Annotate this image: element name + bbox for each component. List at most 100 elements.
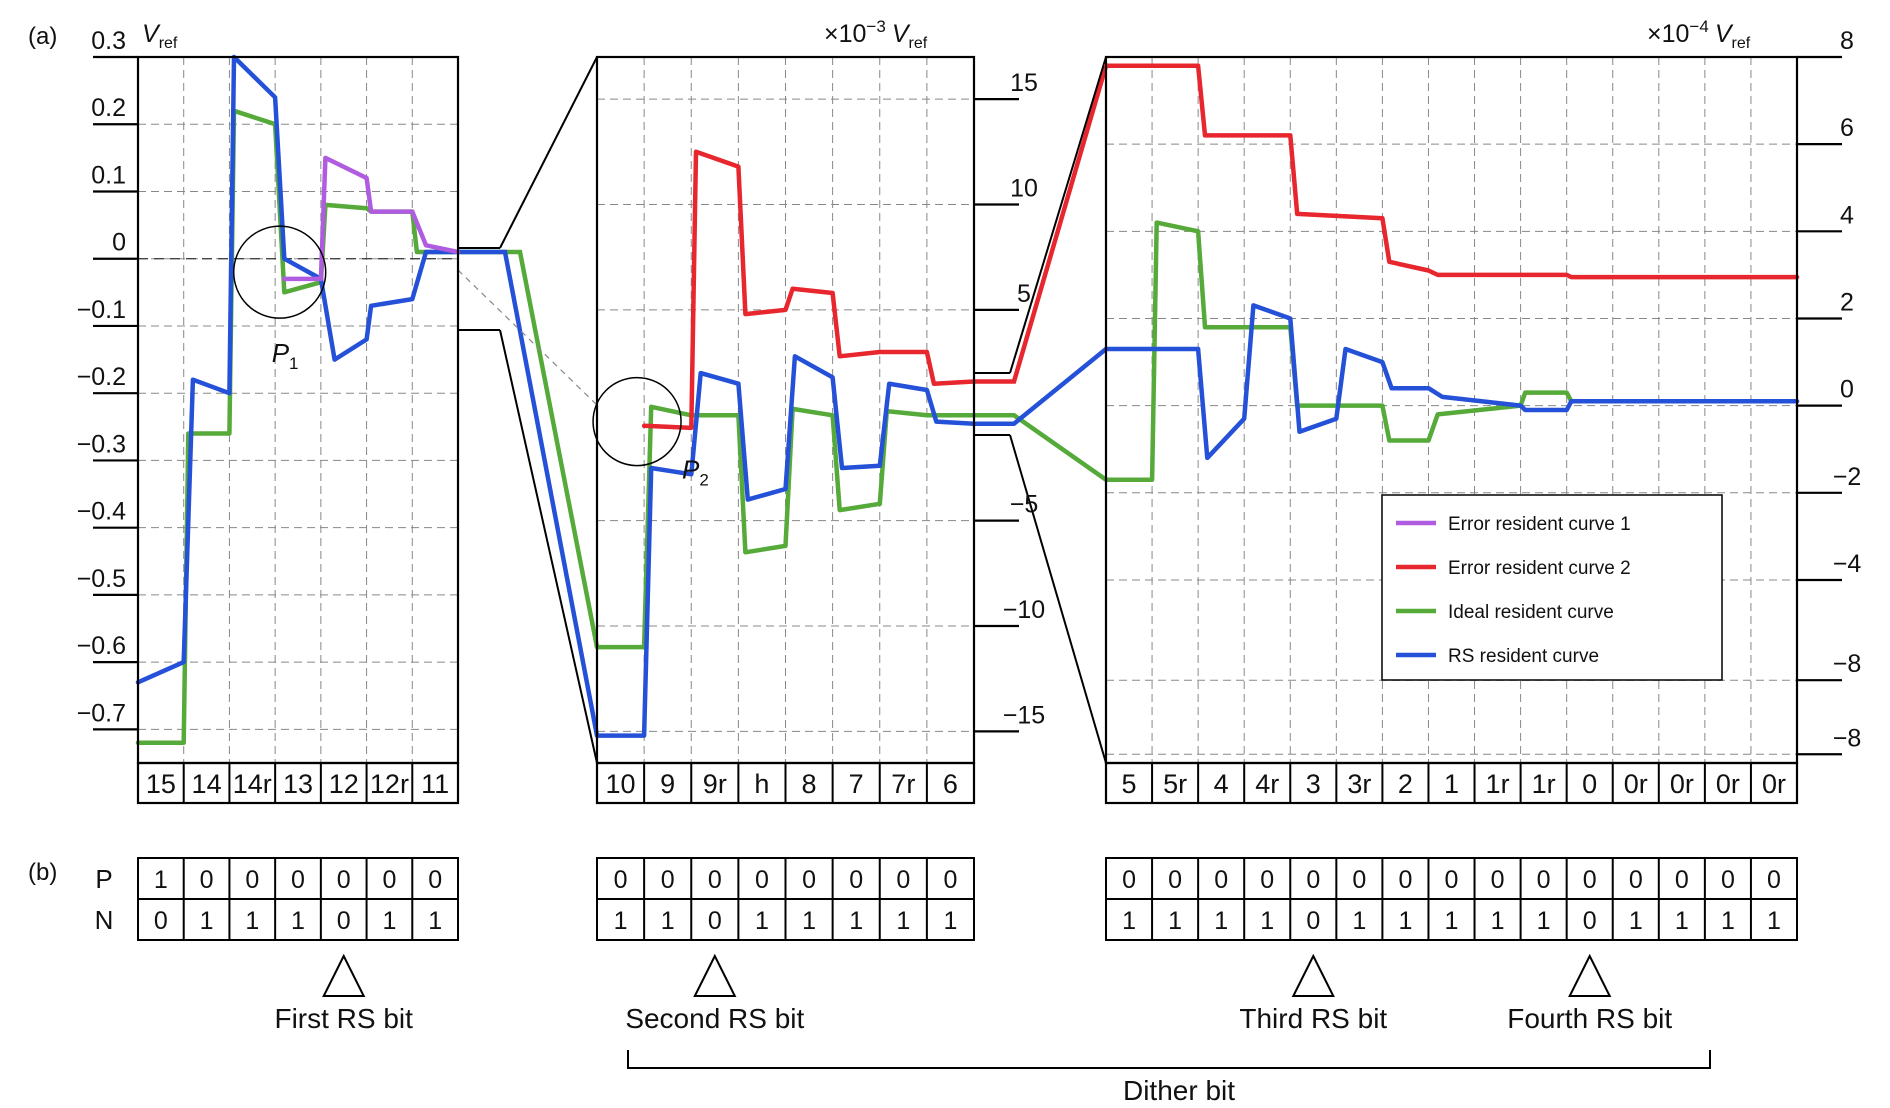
category-label: 1r bbox=[1532, 769, 1556, 799]
rs-bit-marker-triangle bbox=[1291, 953, 1335, 997]
legend-label: RS resident curve bbox=[1448, 646, 1599, 667]
bit-cell-n: 1 bbox=[661, 907, 675, 935]
bit-cell-n: 1 bbox=[1537, 907, 1551, 935]
annotation-circle bbox=[592, 376, 682, 467]
bit-cell-p: 0 bbox=[382, 866, 396, 894]
y-tick-label: −0.5 bbox=[77, 565, 126, 593]
axis-unit-label: Vref bbox=[142, 20, 178, 52]
bit-cell-p: 0 bbox=[1168, 866, 1182, 894]
bit-cell-n: 1 bbox=[428, 907, 442, 935]
bit-cell-n: 1 bbox=[382, 907, 396, 935]
bit-group-3: 0 0 0 0 0 0 0 0 0 0 0 0 0 0 0 1 1 1 1 0 1 1 1 1 1 0 1 1 1 1 bbox=[1105, 857, 1798, 941]
bit-cell-p: 0 bbox=[1721, 866, 1735, 894]
category-label: 12 bbox=[329, 769, 359, 799]
zoom-line bbox=[1009, 434, 1107, 764]
category-label: 9r bbox=[703, 769, 727, 799]
row-label-n: N bbox=[95, 905, 114, 935]
category-label: 7r bbox=[891, 769, 915, 799]
category-row bbox=[136, 761, 460, 805]
bit-cell-p: 0 bbox=[1260, 866, 1274, 894]
bit-cell-p: 0 bbox=[291, 866, 305, 894]
legend-label: Error resident curve 2 bbox=[1448, 558, 1631, 579]
bit-cell-n: 1 bbox=[1122, 907, 1136, 935]
series-line bbox=[641, 149, 977, 431]
y-tick-label: −15 bbox=[1003, 701, 1045, 729]
panel-label-a: (a) bbox=[28, 23, 57, 50]
bit-cell-p: 0 bbox=[849, 866, 863, 894]
bit-cell-n: 0 bbox=[337, 907, 351, 935]
series-line bbox=[1103, 220, 1800, 482]
bit-cell-n: 1 bbox=[245, 907, 259, 935]
category-label: 15 bbox=[146, 769, 176, 799]
y-tick-label: −0.1 bbox=[77, 296, 126, 324]
axis-unit-label: ×10−3 Vref bbox=[824, 17, 928, 52]
rs-bit-marker-triangle bbox=[693, 953, 737, 997]
bit-cell-p: 0 bbox=[943, 866, 957, 894]
legend: Error resident curve 1 Error resident cur… bbox=[1381, 494, 1723, 681]
category-label: 4r bbox=[1255, 769, 1279, 799]
bit-group-1: 1 0 0 0 0 0 0 0 1 1 1 0 1 1 bbox=[137, 857, 459, 941]
bit-cell-n: 1 bbox=[1260, 907, 1274, 935]
category-label: 10 bbox=[606, 769, 636, 799]
zoom-connectors bbox=[457, 56, 1109, 764]
rs-bit-marker-label: Third RS bit bbox=[1239, 1003, 1387, 1034]
bit-cell-p: 0 bbox=[708, 866, 722, 894]
bit-cell-n: 0 bbox=[1583, 907, 1597, 935]
series-line bbox=[594, 354, 977, 738]
rs-bit-marker-triangle bbox=[322, 953, 366, 997]
bit-cell-p: 0 bbox=[428, 866, 442, 894]
category-label: 1r bbox=[1486, 769, 1510, 799]
bit-cell-n: 1 bbox=[1629, 907, 1643, 935]
bit-cell-p: 0 bbox=[1122, 866, 1136, 894]
gap-connector bbox=[458, 249, 600, 737]
bit-cell-n: 1 bbox=[1721, 907, 1735, 935]
bit-cell-p: 0 bbox=[1675, 866, 1689, 894]
bit-cell-p: 0 bbox=[614, 866, 628, 894]
category-label: 13 bbox=[283, 769, 313, 799]
chart-panel-1: 0.3 0.2 0.1 0 −0.1 −0.2 −0.3 −0.4 −0.5 −0.6 −0.7 Vr… bbox=[77, 20, 461, 805]
zoom-line bbox=[1009, 56, 1107, 374]
bit-cell-p: 0 bbox=[1583, 866, 1597, 894]
category-label: 12r bbox=[370, 769, 409, 799]
category-label: 0r bbox=[1624, 769, 1648, 799]
rs-bit-marker-label: Fourth RS bit bbox=[1507, 1003, 1672, 1034]
category-label: 0r bbox=[1762, 769, 1786, 799]
bit-cell-p: 0 bbox=[1306, 866, 1320, 894]
bit-cell-n: 1 bbox=[614, 907, 628, 935]
rs-bit-marker-label: First RS bit bbox=[274, 1003, 413, 1034]
category-label: 9 bbox=[660, 769, 675, 799]
series-line bbox=[1103, 63, 1800, 280]
bit-cell-n: 0 bbox=[1306, 907, 1320, 935]
category-label: 5r bbox=[1163, 769, 1187, 799]
y-tick-label: 6 bbox=[1840, 114, 1854, 142]
category-label: 6 bbox=[943, 769, 958, 799]
y-tick-label: 4 bbox=[1840, 201, 1854, 229]
category-label: 1 bbox=[1444, 769, 1459, 799]
bit-cell-p: 0 bbox=[1445, 866, 1459, 894]
chart-panel-2: 15 10 5 −5 −10 −15 ×10−3 Vref 10 9 9r h 8 7 7r 6 P2 bbox=[592, 17, 1045, 805]
zoom-line bbox=[499, 329, 598, 764]
category-label: 14 bbox=[192, 769, 222, 799]
bit-cell-n: 1 bbox=[755, 907, 769, 935]
bit-cell-p: 0 bbox=[1629, 866, 1643, 894]
category-label: 3 bbox=[1306, 769, 1321, 799]
y-tick-label: −2 bbox=[1833, 463, 1862, 491]
y-tick-label: −10 bbox=[1003, 596, 1045, 624]
category-label: 4 bbox=[1214, 769, 1229, 799]
bit-cell-p: 0 bbox=[755, 866, 769, 894]
legend-label: Ideal resident curve bbox=[1448, 602, 1614, 623]
bit-cell-n: 0 bbox=[154, 907, 168, 935]
chart-panel-3: 8 6 4 2 0 −2 −4 −8 −8 ×10−4 Vref 5 5r 4 4r 3 3r 2 1 1r 1r 0 0r… bbox=[1103, 17, 1862, 805]
y-tick-label: −0.6 bbox=[77, 632, 126, 660]
y-tick-label: 0.3 bbox=[91, 27, 126, 55]
category-row bbox=[1104, 761, 1799, 805]
row-label-p: P bbox=[95, 864, 112, 894]
bit-cell-n: 1 bbox=[1491, 907, 1505, 935]
y-tick-label: −0.3 bbox=[77, 430, 126, 458]
bit-cell-p: 0 bbox=[245, 866, 259, 894]
bit-group-2: 0 0 0 0 0 0 0 0 1 1 0 1 1 1 1 1 bbox=[596, 857, 975, 941]
bit-cell-n: 1 bbox=[849, 907, 863, 935]
series-line bbox=[1103, 303, 1800, 461]
y-tick-label: 0 bbox=[112, 229, 126, 257]
category-label: 7 bbox=[849, 769, 864, 799]
